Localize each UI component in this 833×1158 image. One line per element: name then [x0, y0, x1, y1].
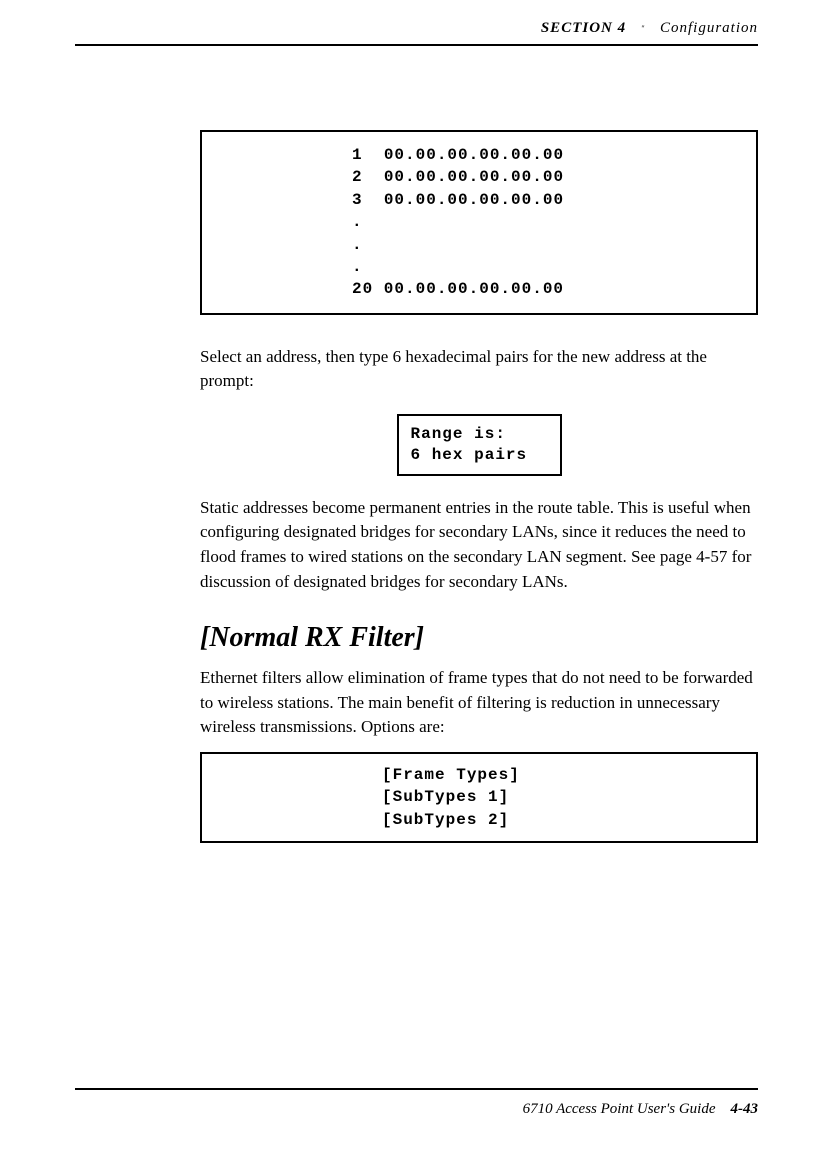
address-row: .	[352, 234, 736, 256]
address-row: 1 00.00.00.00.00.00	[352, 144, 736, 166]
paragraph-ethernet-filters: Ethernet filters allow elimination of fr…	[200, 666, 758, 740]
footer-rule	[75, 1088, 758, 1090]
options-box: [Frame Types] [SubTypes 1] [SubTypes 2]	[200, 752, 758, 843]
range-line-2: 6 hex pairs	[411, 445, 548, 466]
footer-guide-name: 6710 Access Point User's Guide	[523, 1101, 716, 1117]
range-line-1: Range is:	[411, 424, 548, 445]
paragraph-static-addresses: Static addresses become permanent entrie…	[200, 496, 758, 595]
address-row: 20 00.00.00.00.00.00	[352, 278, 736, 300]
heading-normal-rx-filter: [Normal RX Filter]	[200, 622, 758, 654]
address-row: 3 00.00.00.00.00.00	[352, 189, 736, 211]
address-list-content: 1 00.00.00.00.00.00 2 00.00.00.00.00.00 …	[222, 144, 736, 301]
paragraph-select-address: Select an address, then type 6 hexadecim…	[200, 345, 758, 394]
page-footer: 6710 Access Point User's Guide 4-43	[523, 1101, 758, 1118]
footer-page-number: 4-43	[731, 1101, 759, 1117]
option-subtypes-2: [SubTypes 2]	[382, 809, 736, 831]
page-content: 1 00.00.00.00.00.00 2 00.00.00.00.00.00 …	[200, 130, 758, 843]
header-title: Configuration	[660, 20, 758, 36]
header-rule	[75, 44, 758, 46]
options-content: [Frame Types] [SubTypes 1] [SubTypes 2]	[222, 764, 736, 831]
address-row: .	[352, 256, 736, 278]
section-label: SECTION 4	[541, 20, 626, 36]
address-row: 2 00.00.00.00.00.00	[352, 166, 736, 188]
address-list-box: 1 00.00.00.00.00.00 2 00.00.00.00.00.00 …	[200, 130, 758, 315]
address-row: .	[352, 211, 736, 233]
option-frame-types: [Frame Types]	[382, 764, 736, 786]
range-box: Range is: 6 hex pairs	[397, 414, 562, 476]
option-subtypes-1: [SubTypes 1]	[382, 786, 736, 808]
page-header: SECTION 4 " Configuration	[541, 20, 758, 37]
header-bullet: "	[641, 24, 645, 33]
